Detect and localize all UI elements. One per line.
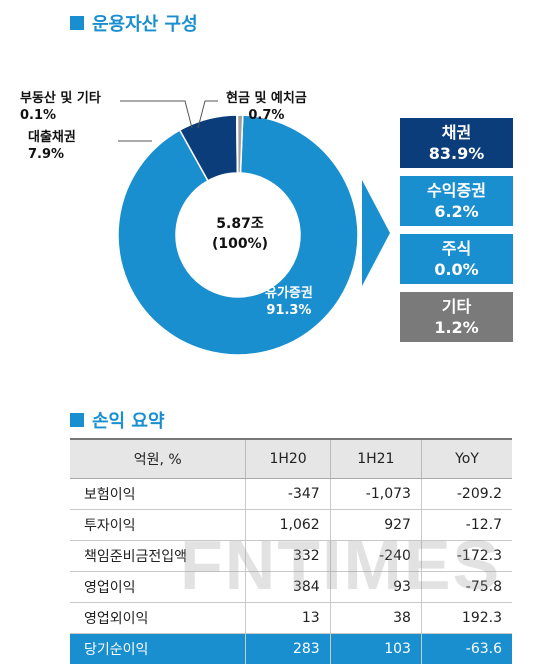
donut-center-label: 5.87조 (100%) bbox=[211, 216, 269, 252]
row-label: 영업외이익 bbox=[70, 602, 246, 634]
table-row: 보험이익 -347 -1,073 -209.2 bbox=[70, 478, 512, 510]
breakdown-stocks: 주식 0.0% bbox=[400, 234, 513, 284]
square-bullet-icon bbox=[70, 413, 84, 427]
table-row: 투자이익 1,062 927 -12.7 bbox=[70, 509, 512, 541]
row-label: 당기순이익 bbox=[70, 633, 246, 664]
label-securities: 유가증권 91.3% bbox=[265, 286, 313, 318]
cell-1h20: 283 bbox=[245, 633, 331, 664]
cell-yoy: 192.3 bbox=[420, 602, 512, 634]
leader-line-real-estate bbox=[120, 100, 193, 129]
cell-1h21: 93 bbox=[329, 571, 422, 603]
slice-cash bbox=[236, 114, 244, 174]
cell-yoy: -172.3 bbox=[420, 540, 512, 572]
cell-1h20: 384 bbox=[245, 571, 331, 603]
table-row: 영업이익 384 93 -75.8 bbox=[70, 571, 512, 603]
watermark: FNTIMES bbox=[180, 526, 502, 604]
label-cash: 현금 및 예치금 0.7% bbox=[226, 91, 307, 123]
cell-1h21: -240 bbox=[329, 540, 422, 572]
row-label: 책임준비금전입액 bbox=[70, 540, 246, 572]
breakdown-other: 기타 1.2% bbox=[400, 292, 513, 342]
table-row-net-income: 당기순이익 283 103 -63.6 bbox=[70, 633, 512, 664]
label-loans: 대출채권 7.9% bbox=[28, 130, 76, 162]
row-label: 보험이익 bbox=[70, 478, 246, 510]
cell-yoy: -209.2 bbox=[420, 478, 512, 510]
header-1h20: 1H20 bbox=[245, 438, 331, 479]
slice-securities bbox=[117, 114, 359, 356]
table-row: 영업외이익 13 38 192.3 bbox=[70, 602, 512, 634]
donut-chart bbox=[117, 100, 359, 356]
row-label: 투자이익 bbox=[70, 509, 246, 541]
cell-yoy: -12.7 bbox=[420, 509, 512, 541]
cell-yoy: -75.8 bbox=[420, 571, 512, 603]
breakdown-bonds: 채권 83.9% bbox=[400, 118, 513, 168]
header-1h21: 1H21 bbox=[329, 438, 422, 479]
leader-line-cash bbox=[197, 100, 218, 129]
table-row: 책임준비금전입액 332 -240 -172.3 bbox=[70, 540, 512, 572]
cell-1h21: -1,073 bbox=[329, 478, 422, 510]
cell-yoy: -63.6 bbox=[420, 633, 512, 664]
section-title-income: 손익 요약 bbox=[70, 407, 165, 433]
income-summary-table: 억원, % 1H20 1H21 YoY 보험이익 -347 -1,073 -20… bbox=[70, 438, 512, 664]
breakdown-beneficiary-certificates: 수익증권 6.2% bbox=[400, 176, 513, 226]
table-header-row: 억원, % 1H20 1H21 YoY bbox=[70, 438, 512, 479]
label-real-estate: 부동산 및 기타 0.1% bbox=[20, 91, 101, 123]
cell-1h20: 332 bbox=[245, 540, 331, 572]
header-yoy: YoY bbox=[420, 438, 512, 479]
cell-1h20: -347 bbox=[245, 478, 331, 510]
right-arrow-icon bbox=[362, 180, 390, 286]
header-unit: 억원, % bbox=[70, 438, 246, 479]
square-bullet-icon bbox=[70, 16, 84, 30]
row-label: 영업이익 bbox=[70, 571, 246, 603]
section-title-assets: 운용자산 구성 bbox=[70, 10, 198, 36]
cell-1h20: 1,062 bbox=[245, 509, 331, 541]
cell-1h21: 38 bbox=[329, 602, 422, 634]
cell-1h20: 13 bbox=[245, 602, 331, 634]
cell-1h21: 927 bbox=[329, 509, 422, 541]
cell-1h21: 103 bbox=[329, 633, 422, 664]
